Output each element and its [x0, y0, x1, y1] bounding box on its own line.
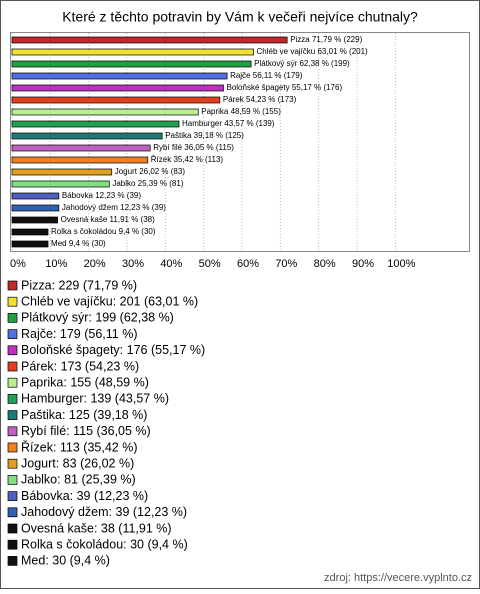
- legend-label: Bábovka: 39 (12,23 %): [21, 489, 148, 503]
- bar-label: Boloňské špagety 55,17 % (176): [226, 83, 342, 92]
- legend-swatch: [7, 377, 18, 388]
- bar: [11, 36, 288, 44]
- bar-label: Paštika 39,18 % (125): [165, 131, 244, 140]
- plot-area: [10, 32, 470, 252]
- legend-label: Jahodový džem: 39 (12,23 %): [21, 505, 187, 519]
- bar: [11, 168, 113, 176]
- legend-label: Boloňské špagety: 176 (55,17 %): [21, 343, 205, 357]
- legend-label: Hamburger: 139 (43,57 %): [21, 392, 169, 406]
- bar-label: Řízek 35,42 % (113): [151, 155, 224, 164]
- legend-swatch: [7, 296, 18, 307]
- chart-title: Které z těchto potravin by Vám k večeři …: [62, 9, 418, 25]
- source: zdroj: https://vecere.vyplnto.cz: [324, 572, 472, 584]
- bar-label: Jablko 25,39 % (81): [112, 179, 183, 188]
- bar-label: Párek 54,23 % (173): [223, 95, 297, 104]
- bar: [11, 108, 199, 116]
- legend-label: Rolka s čokoládou: 30 (9,4 %): [21, 537, 188, 551]
- legend-label: Jablko: 81 (25,39 %): [21, 473, 136, 487]
- legend-swatch: [7, 345, 18, 356]
- bar: [11, 204, 60, 212]
- legend-label: Chléb ve vajíčku: 201 (63,01 %): [21, 294, 198, 308]
- legend-swatch: [7, 329, 18, 339]
- bar: [11, 192, 60, 200]
- bar-label: Med 9,4 % (30): [51, 239, 106, 248]
- bar-label: Jahodový džem 12,23 % (39): [62, 203, 166, 212]
- bar-label: Bábovka 12,23 % (39): [62, 191, 141, 200]
- bar-label: Pizza 71,79 % (229): [290, 35, 362, 44]
- bar: [11, 72, 228, 80]
- bar-label: Jogurt 26,02 % (83): [115, 167, 186, 176]
- bar-label: Rybí filé 36,05 % (115): [153, 143, 234, 152]
- bar-label: Hamburger 43,57 % (139): [182, 119, 275, 128]
- bar: [11, 228, 49, 236]
- legend-swatch: [7, 507, 18, 518]
- bar: [11, 240, 49, 248]
- bar-label: Rajče 56,11 % (179): [230, 71, 303, 80]
- bar: [11, 156, 149, 164]
- bar-label: Plátkový sýr 62,38 % (199): [254, 59, 350, 68]
- bar: [11, 144, 151, 152]
- legend-label: Párek: 173 (54,23 %): [21, 359, 139, 373]
- legend-swatch: [7, 361, 18, 372]
- legend-label: Med: 30 (9,4 %): [21, 554, 110, 568]
- legend-label: Plátkový sýr: 199 (62,38 %): [21, 311, 174, 325]
- legend-label: Paštika: 125 (39,18 %): [21, 408, 147, 422]
- bar: [11, 120, 180, 128]
- bar-label: Paprika 48,59 % (155): [201, 107, 281, 116]
- x-tick-label: 70%: [275, 258, 297, 270]
- bar: [11, 60, 252, 68]
- x-tick-label: 40%: [160, 258, 182, 270]
- x-tick-label: 80%: [314, 258, 336, 270]
- legend-swatch: [7, 313, 18, 323]
- legend-swatch: [7, 442, 18, 453]
- legend-swatch: [7, 491, 18, 501]
- legend-label: Jogurt: 83 (26,02 %): [21, 456, 134, 470]
- x-tick-label: 10%: [45, 258, 67, 270]
- x-tick-label: 60%: [237, 258, 259, 270]
- bar: [11, 132, 163, 140]
- x-tick-label: 0%: [10, 258, 26, 270]
- legend-swatch: [7, 475, 18, 485]
- legend-swatch: [7, 539, 18, 550]
- x-tick-label: 30%: [122, 258, 144, 270]
- legend-label: Ovesná kaše: 38 (11,91 %): [21, 521, 172, 535]
- legend-swatch: [7, 426, 18, 437]
- legend-swatch: [7, 394, 18, 404]
- bar: [11, 180, 110, 188]
- legend-label: Pizza: 229 (71,79 %): [21, 278, 137, 292]
- x-tick-label: 20%: [84, 258, 106, 270]
- legend-swatch: [7, 280, 18, 291]
- x-tick-label: 50%: [199, 258, 221, 270]
- x-tick-label: 100%: [387, 258, 415, 270]
- bar: [11, 216, 59, 224]
- bar: [11, 84, 224, 92]
- bar: [11, 96, 221, 104]
- legend-swatch: [7, 523, 18, 534]
- legend-label: Řízek: 113 (35,42 %): [21, 439, 138, 454]
- legend-swatch: [7, 410, 18, 420]
- bar-label: Ovesná kaše 11,91 % (38): [61, 215, 155, 224]
- bar-label: Chléb ve vajíčku 63,01 % (201): [257, 47, 369, 56]
- x-tick-label: 90%: [352, 258, 374, 270]
- legend-label: Rajče: 179 (56,11 %): [21, 327, 138, 341]
- bar: [11, 48, 254, 56]
- bar-label: Rolka s čokoládou 9,4 % (30): [51, 227, 156, 236]
- legend-swatch: [7, 458, 18, 469]
- legend-label: Paprika: 155 (48,59 %): [21, 375, 149, 389]
- legend-swatch: [7, 556, 18, 566]
- legend-label: Rybí filé: 115 (36,05 %): [21, 424, 151, 438]
